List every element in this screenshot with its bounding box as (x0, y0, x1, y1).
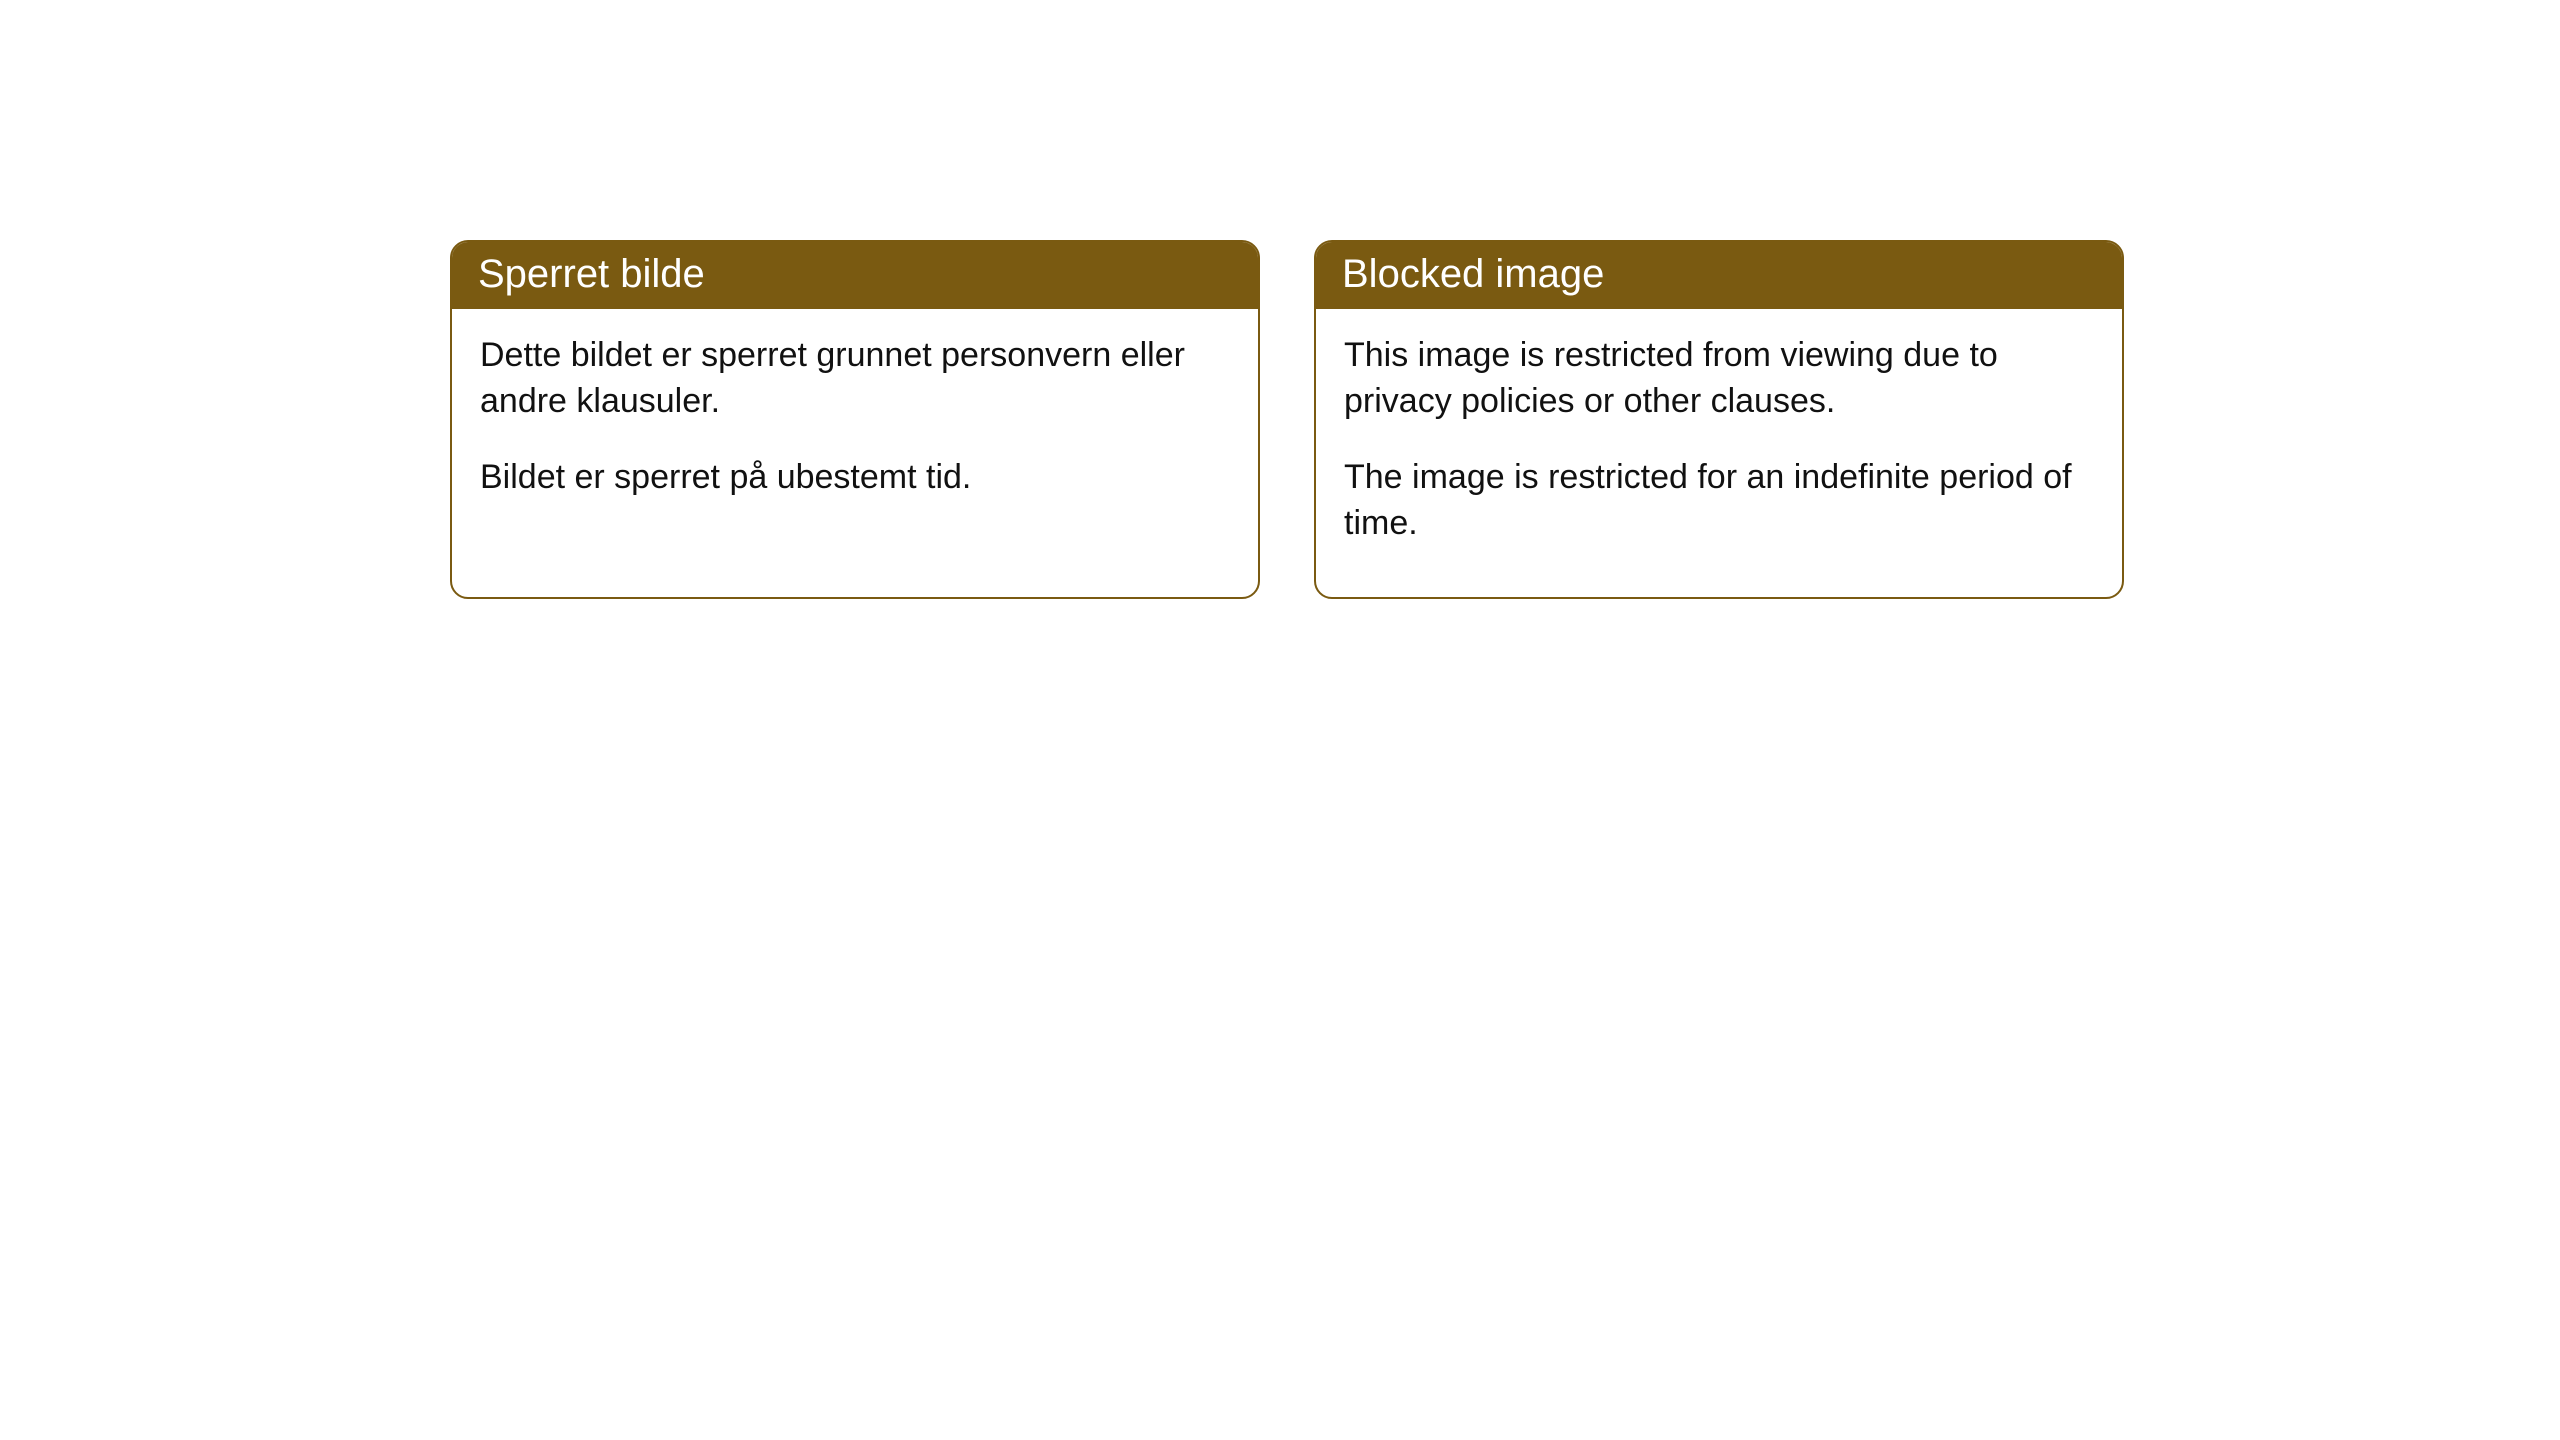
notice-card-english: Blocked image This image is restricted f… (1314, 240, 2124, 599)
card-paragraph: The image is restricted for an indefinit… (1344, 455, 2094, 547)
card-header-norwegian: Sperret bilde (452, 242, 1258, 309)
notice-cards-container: Sperret bilde Dette bildet er sperret gr… (450, 240, 2560, 599)
card-paragraph: Dette bildet er sperret grunnet personve… (480, 333, 1230, 425)
card-header-english: Blocked image (1316, 242, 2122, 309)
notice-card-norwegian: Sperret bilde Dette bildet er sperret gr… (450, 240, 1260, 599)
card-paragraph: This image is restricted from viewing du… (1344, 333, 2094, 425)
card-paragraph: Bildet er sperret på ubestemt tid. (480, 455, 1230, 501)
card-body-norwegian: Dette bildet er sperret grunnet personve… (452, 309, 1258, 551)
card-body-english: This image is restricted from viewing du… (1316, 309, 2122, 597)
